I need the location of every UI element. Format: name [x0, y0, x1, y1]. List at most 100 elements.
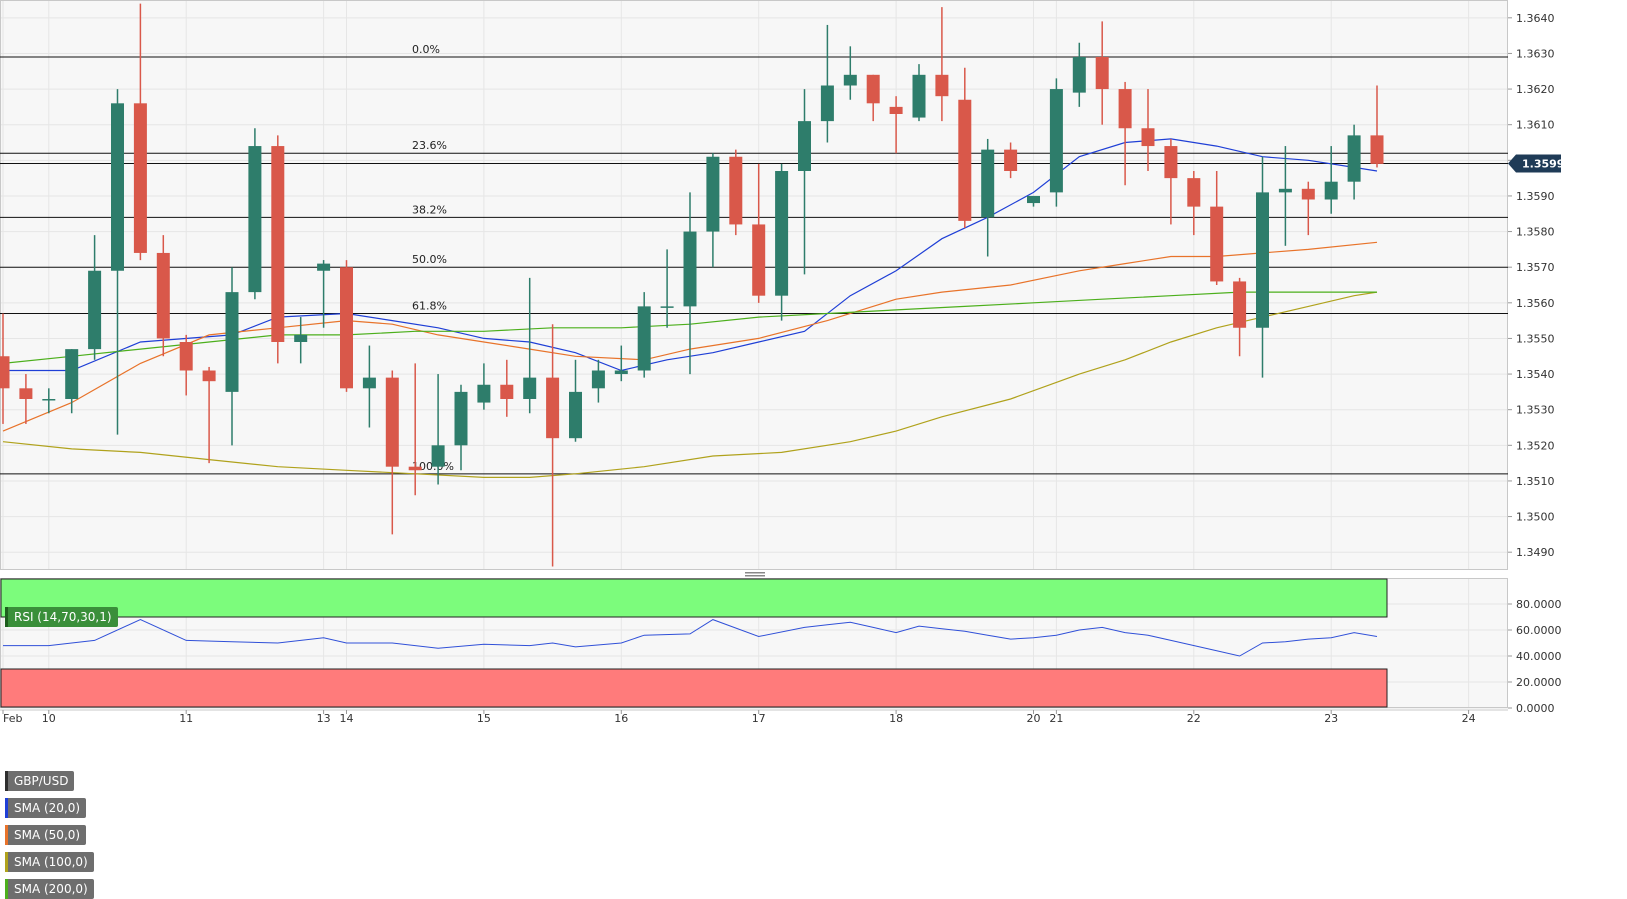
- y-tick-label: 1.3620: [1516, 83, 1555, 96]
- candle: [935, 7, 949, 122]
- x-tick-label: 18: [889, 712, 903, 725]
- legend-sma-50[interactable]: SMA (50,0): [5, 825, 87, 845]
- candle-body: [1095, 57, 1109, 90]
- candle: [271, 135, 285, 364]
- y-tick-label: 1.3490: [1516, 546, 1555, 559]
- candle-body: [42, 399, 56, 401]
- candle-body: [706, 156, 720, 232]
- rsi-y-tick-label: 60.0000: [1516, 624, 1562, 637]
- legend-sma-200[interactable]: SMA (200,0): [5, 879, 94, 899]
- candle: [683, 192, 697, 375]
- legend-sma-20[interactable]: SMA (20,0): [5, 798, 87, 818]
- candle-body: [248, 146, 262, 293]
- candle-body: [729, 156, 743, 225]
- candle-body: [1164, 146, 1178, 179]
- fib-label-1: 23.6%: [412, 139, 447, 152]
- candle-body: [1049, 89, 1063, 193]
- fib-label-3: 50.0%: [412, 253, 447, 266]
- candle-body: [156, 252, 170, 339]
- candle: [660, 249, 674, 328]
- candle-body: [1118, 89, 1132, 129]
- candle: [431, 374, 445, 485]
- rsi-label-text: RSI (14,70,30,1): [14, 610, 112, 624]
- candle-body: [19, 388, 33, 399]
- candle: [591, 359, 605, 403]
- candle-body: [889, 106, 903, 114]
- candle: [1187, 171, 1201, 236]
- candle-body: [1256, 192, 1269, 328]
- candle-body: [202, 370, 216, 382]
- legend-label-sma-100: SMA (100,0): [14, 855, 88, 869]
- candle: [798, 89, 811, 275]
- candle: [1004, 142, 1018, 179]
- legend-swatch-sma-100: [5, 852, 8, 872]
- legend-label-sma-200: SMA (200,0): [14, 882, 88, 896]
- symbol-label[interactable]: GBP/USD: [5, 771, 75, 791]
- rsi-label[interactable]: RSI (14,70,30,1): [5, 607, 118, 627]
- candle-body: [1233, 281, 1247, 328]
- candle-body: [591, 370, 605, 389]
- candle: [156, 235, 170, 357]
- candle: [981, 138, 995, 257]
- candle: [225, 267, 239, 446]
- legend-swatch-sma-50: [5, 825, 8, 845]
- candle: [1027, 195, 1040, 207]
- candle: [0, 313, 10, 424]
- candle-body: [408, 466, 422, 471]
- candle: [1049, 78, 1063, 207]
- candle: [340, 260, 353, 392]
- candle: [912, 64, 926, 122]
- candle: [1072, 42, 1086, 107]
- candle-body: [912, 74, 926, 118]
- candle-body: [935, 74, 949, 97]
- candle-body: [1210, 206, 1224, 282]
- candle: [1256, 156, 1269, 378]
- candle-body: [752, 224, 766, 296]
- candle: [477, 363, 491, 410]
- x-tick-label: 24: [1462, 712, 1476, 725]
- candle-body: [317, 263, 331, 271]
- chart-svg: 0.0%23.6%38.2%50.0%61.8%100.0%1.34901.35…: [0, 0, 1562, 725]
- candle: [866, 74, 880, 122]
- candle-body: [523, 377, 537, 399]
- candle: [729, 149, 743, 236]
- candle: [317, 260, 331, 328]
- legend-swatch-sma-200: [5, 879, 8, 899]
- y-tick-label: 1.3630: [1516, 47, 1555, 60]
- y-tick-label: 1.3560: [1516, 297, 1555, 310]
- candle-body: [0, 356, 10, 389]
- candle-body: [981, 149, 995, 218]
- legend-sma-100[interactable]: SMA (100,0): [5, 852, 94, 872]
- candle: [1141, 89, 1155, 171]
- candle: [248, 128, 262, 300]
- rsi-y-tick-label: 80.0000: [1516, 598, 1562, 611]
- x-tick-label: 11: [179, 712, 193, 725]
- candle-body: [1370, 135, 1384, 164]
- candle-body: [294, 334, 308, 342]
- candle: [889, 96, 903, 154]
- candle-body: [843, 74, 857, 86]
- y-tick-label: 1.3590: [1516, 190, 1555, 203]
- candle-body: [660, 306, 674, 308]
- x-tick-label: 14: [340, 712, 354, 725]
- fib-label-0: 0.0%: [412, 43, 440, 56]
- x-tick-label: 15: [477, 712, 491, 725]
- candle-body: [637, 306, 651, 371]
- candle: [1301, 181, 1315, 236]
- candle-body: [225, 292, 239, 392]
- candle: [362, 345, 376, 428]
- y-tick-label: 1.3570: [1516, 261, 1555, 274]
- y-tick-label: 1.3610: [1516, 119, 1555, 132]
- y-tick-label: 1.3510: [1516, 475, 1555, 488]
- x-tick-label: 21: [1049, 712, 1063, 725]
- candle: [294, 317, 308, 364]
- rsi-line: [3, 619, 1378, 657]
- rsi-y-tick-label: 0.0000: [1516, 702, 1555, 715]
- candle-body: [683, 231, 697, 307]
- y-tick-label: 1.3530: [1516, 404, 1555, 417]
- x-tick-label: 17: [752, 712, 766, 725]
- x-tick-label: Feb: [3, 712, 22, 725]
- candle: [408, 363, 422, 496]
- candle-body: [271, 146, 285, 342]
- candle: [546, 324, 560, 567]
